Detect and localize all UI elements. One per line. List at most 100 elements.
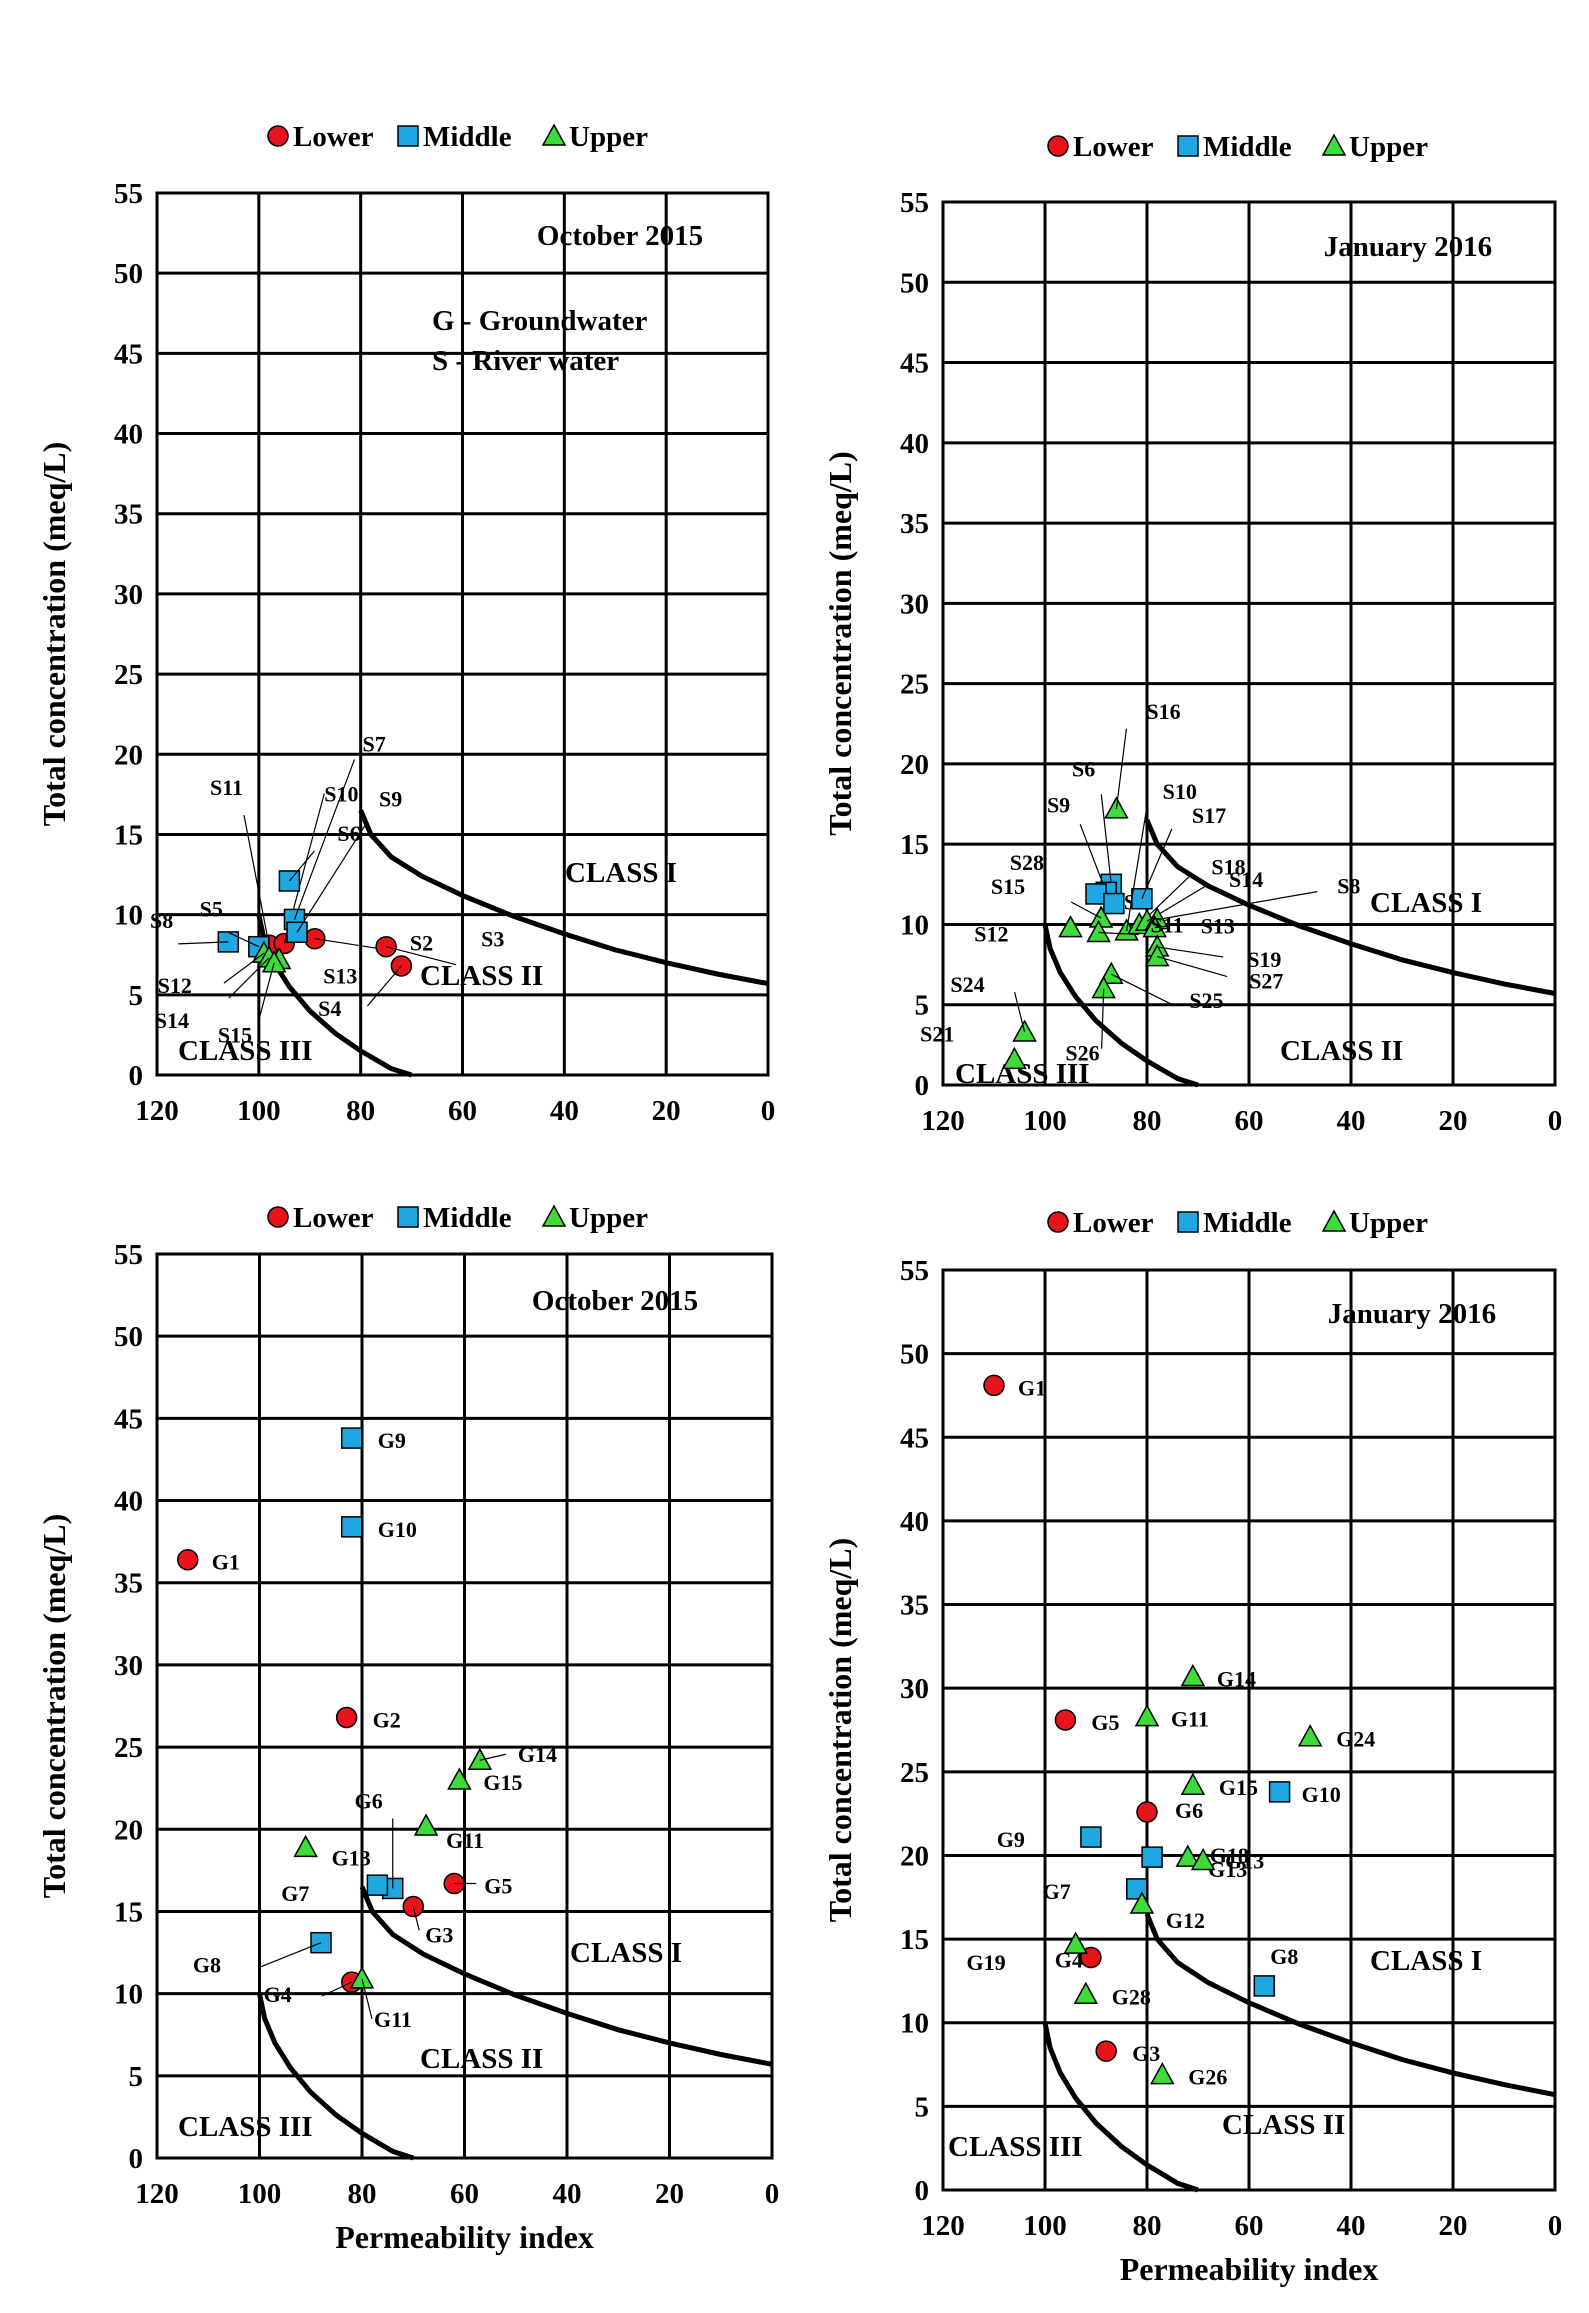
legend-square-marker xyxy=(1177,1211,1199,1233)
legend-entry: Upper xyxy=(1349,1207,1428,1239)
data-point-upper xyxy=(1180,1663,1206,1687)
point-label: S14 xyxy=(1229,867,1263,892)
point-label: G1 xyxy=(212,1550,240,1575)
y-tick-label: 40 xyxy=(900,1506,929,1538)
class-boundary-curve xyxy=(359,1885,773,2067)
point-label: G15 xyxy=(1219,1775,1258,1800)
point-label: S5 xyxy=(200,897,223,922)
y-tick-label: 25 xyxy=(114,659,143,691)
label-leader-line xyxy=(1154,923,1185,929)
y-tick-label: 50 xyxy=(900,1339,929,1371)
y-tick-label: 10 xyxy=(900,2008,929,2040)
point-label: G7 xyxy=(1043,1879,1071,1904)
label-leader-line xyxy=(178,941,229,945)
data-point-upper xyxy=(1134,1704,1160,1727)
point-label: G6 xyxy=(1175,1798,1203,1823)
y-tick-label: 20 xyxy=(900,749,929,781)
label-leader-line xyxy=(228,957,270,999)
y-tick-label: 45 xyxy=(114,338,143,370)
legend-square-marker xyxy=(397,1206,419,1228)
y-tick-label: 35 xyxy=(900,508,929,540)
point-label: S24 xyxy=(950,972,984,997)
class-label: CLASS II xyxy=(1222,2109,1345,2141)
y-tick-label: 40 xyxy=(900,428,929,460)
y-tick-label: 10 xyxy=(900,909,929,941)
data-point-middle xyxy=(1268,1781,1291,1803)
label-leader-line xyxy=(361,1978,373,2019)
y-tick-label: 50 xyxy=(114,1321,143,1353)
x-tick-label: 40 xyxy=(1337,2210,1366,2242)
x-tick-label: 0 xyxy=(765,2178,780,2210)
label-leader-line xyxy=(385,946,457,966)
chart-panel-3: 120 100 80 60 40 20 0 0 5 10 15 20 25 30 35 40 45 50 55 Tot… xyxy=(36,1202,779,2255)
data-point-upper xyxy=(1073,1981,1099,2005)
x-tick-label: 20 xyxy=(655,2178,684,2210)
label-leader-line xyxy=(228,932,260,948)
data-point-lower xyxy=(1095,2040,1117,2062)
data-point-upper xyxy=(467,1747,493,1770)
data-point-upper xyxy=(447,1767,472,1790)
y-tick-label: 0 xyxy=(915,1070,930,1102)
point-label: G7 xyxy=(281,1881,309,1906)
data-point-middle xyxy=(1085,883,1107,905)
panel-note: S - River water xyxy=(432,345,619,377)
x-axis-title: Permeability index xyxy=(1120,2251,1379,2287)
point-label: S12 xyxy=(158,973,192,998)
point-label: G14 xyxy=(1217,1666,1256,1691)
legend-entry: Upper xyxy=(569,121,648,153)
y-tick-label: 40 xyxy=(114,419,143,451)
plot-frame xyxy=(941,1268,1557,2192)
class-label: CLASS III xyxy=(178,2111,313,2143)
plot-frame xyxy=(941,200,1557,1087)
point-label: G19 xyxy=(966,1950,1005,1975)
class-label: CLASS III xyxy=(178,1035,313,1067)
data-point-upper xyxy=(413,1813,439,1836)
legend-circle-marker xyxy=(1047,1211,1069,1233)
x-tick-label: 20 xyxy=(1439,1105,1468,1137)
y-tick-label: 30 xyxy=(114,1650,143,1682)
point-label: S11 xyxy=(210,775,243,800)
y-axis-title: Total concentration (meq/L) xyxy=(36,442,72,827)
x-tick-label: 0 xyxy=(761,1095,776,1127)
legend-triangle-marker xyxy=(1321,133,1347,156)
y-tick-label: 5 xyxy=(129,980,144,1012)
point-label: G8 xyxy=(1270,1944,1298,1969)
y-tick-label: 15 xyxy=(114,819,143,851)
data-point-lower xyxy=(1054,1709,1077,1731)
label-leader-line xyxy=(1070,901,1102,919)
class-boundary-curve xyxy=(257,1993,415,2161)
label-leader-line xyxy=(1098,931,1139,936)
label-leader-line xyxy=(296,821,368,933)
point-label: S9 xyxy=(1047,792,1070,817)
label-leader-line xyxy=(1126,808,1148,931)
y-tick-label: 10 xyxy=(114,900,143,932)
point-label: G11 xyxy=(446,1828,484,1853)
y-axis-title: Total concentration (meq/L) xyxy=(36,1514,72,1899)
chart-panel-4: 120 100 80 60 40 20 0 0 5 10 15 20 25 30 35 40 45 50 55 Tot… xyxy=(822,1207,1562,2287)
y-tick-label: 55 xyxy=(900,1255,929,1287)
y-tick-label: 20 xyxy=(114,1814,143,1846)
y-tick-label: 20 xyxy=(900,1840,929,1872)
point-label: G14 xyxy=(518,1742,557,1767)
panel-title: October 2015 xyxy=(537,220,703,252)
panel-title: January 2016 xyxy=(1328,1298,1496,1330)
legend-entry: Lower xyxy=(1073,131,1154,163)
point-label: S15 xyxy=(991,874,1025,899)
point-label: S6 xyxy=(337,821,360,846)
label-leader-line xyxy=(1141,828,1173,900)
point-label: S26 xyxy=(1065,1041,1099,1066)
x-tick-label: 40 xyxy=(550,1095,579,1127)
class-label: CLASS I xyxy=(565,857,677,889)
y-tick-label: 0 xyxy=(915,2175,930,2207)
x-tick-label: 120 xyxy=(921,1105,965,1137)
class-boundary-curve xyxy=(1144,819,1556,996)
data-point-lower xyxy=(177,1548,199,1571)
y-tick-label: 25 xyxy=(114,1732,143,1764)
point-label: S7 xyxy=(362,731,385,756)
legend-circle-marker xyxy=(267,125,289,147)
label-leader-line xyxy=(479,1753,507,1761)
class-boundary-curve xyxy=(1144,1913,1556,2098)
y-tick-label: 15 xyxy=(114,1896,143,1928)
y-tick-label: 5 xyxy=(915,2091,930,2123)
y-tick-label: 45 xyxy=(900,348,929,380)
